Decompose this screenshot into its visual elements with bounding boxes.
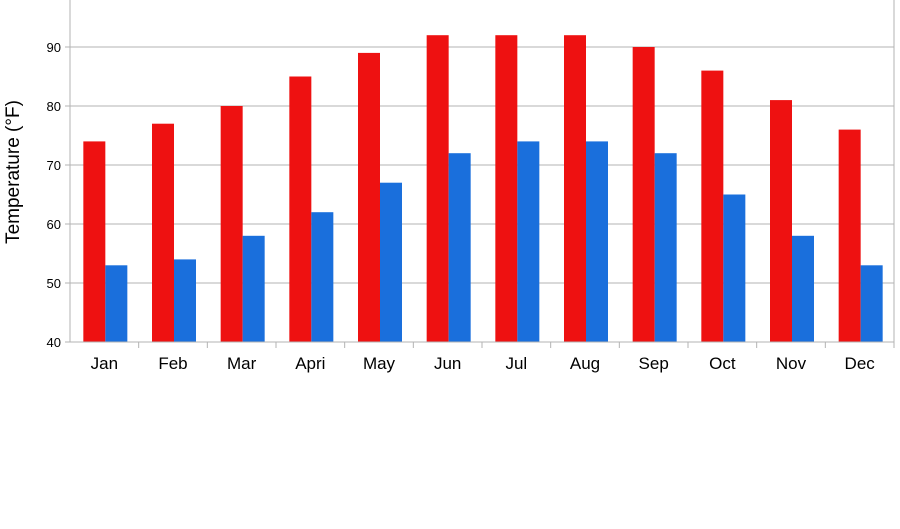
bar-jan-series-1 bbox=[83, 141, 106, 342]
x-tick-label: Oct bbox=[709, 354, 736, 373]
x-tick-label: Feb bbox=[158, 354, 187, 373]
y-tick-label: 60 bbox=[47, 217, 61, 232]
x-tick-label: Nov bbox=[776, 354, 807, 373]
y-tick-label: 80 bbox=[47, 99, 61, 114]
bar-aug-series-2 bbox=[586, 141, 608, 342]
x-tick-label: Dec bbox=[845, 354, 876, 373]
x-tick-label: Jul bbox=[505, 354, 527, 373]
bar-jul-series-2 bbox=[517, 141, 540, 342]
bar-jun-series-2 bbox=[448, 153, 471, 342]
bar-aug-series-1 bbox=[564, 35, 586, 342]
bar-mar-series-2 bbox=[242, 235, 265, 342]
x-tick-labels: Jan Feb Mar Apri May Jun Jul Aug Sep Oct Nov Dec bbox=[91, 354, 876, 373]
bar-nov-series-2 bbox=[792, 235, 814, 342]
bar-jul-series-1 bbox=[495, 35, 518, 342]
bar-jun-series-1 bbox=[426, 35, 449, 342]
bar-oct-series-2 bbox=[723, 194, 746, 342]
bar-jan-series-2 bbox=[105, 265, 128, 342]
bar-nov-series-1 bbox=[770, 100, 792, 342]
axes bbox=[65, 0, 895, 348]
bar-sep-series-2 bbox=[654, 153, 677, 342]
y-tick-label: 50 bbox=[47, 276, 61, 291]
bar-mar-series-1 bbox=[220, 106, 243, 342]
y-tick-labels: 40 50 60 70 80 90 bbox=[47, 40, 61, 350]
x-tick-label: Aug bbox=[570, 354, 600, 373]
x-tick-label: Sep bbox=[639, 354, 669, 373]
x-tick-label: Mar bbox=[227, 354, 257, 373]
x-tick-label: May bbox=[363, 354, 396, 373]
bar-dec-series-1 bbox=[838, 129, 861, 342]
y-tick-label: 70 bbox=[47, 158, 61, 173]
bar-may-series-2 bbox=[380, 182, 402, 342]
x-tick-label: Apri bbox=[295, 354, 325, 373]
bars bbox=[83, 35, 883, 343]
bar-sep-series-1 bbox=[632, 47, 655, 342]
bar-dec-series-2 bbox=[860, 265, 883, 342]
y-axis-label: Temperature (°F) bbox=[3, 100, 24, 244]
y-tick-label: 40 bbox=[47, 335, 61, 350]
y-tick-label: 90 bbox=[47, 40, 61, 55]
bar-oct-series-1 bbox=[701, 70, 724, 342]
x-tick-label: Jan bbox=[91, 354, 118, 373]
x-tick-label: Jun bbox=[434, 354, 461, 373]
bar-apri-series-2 bbox=[311, 212, 334, 342]
bar-may-series-1 bbox=[358, 52, 380, 343]
bar-feb-series-1 bbox=[152, 123, 174, 342]
bar-apri-series-1 bbox=[289, 76, 312, 342]
bar-feb-series-2 bbox=[174, 259, 196, 342]
